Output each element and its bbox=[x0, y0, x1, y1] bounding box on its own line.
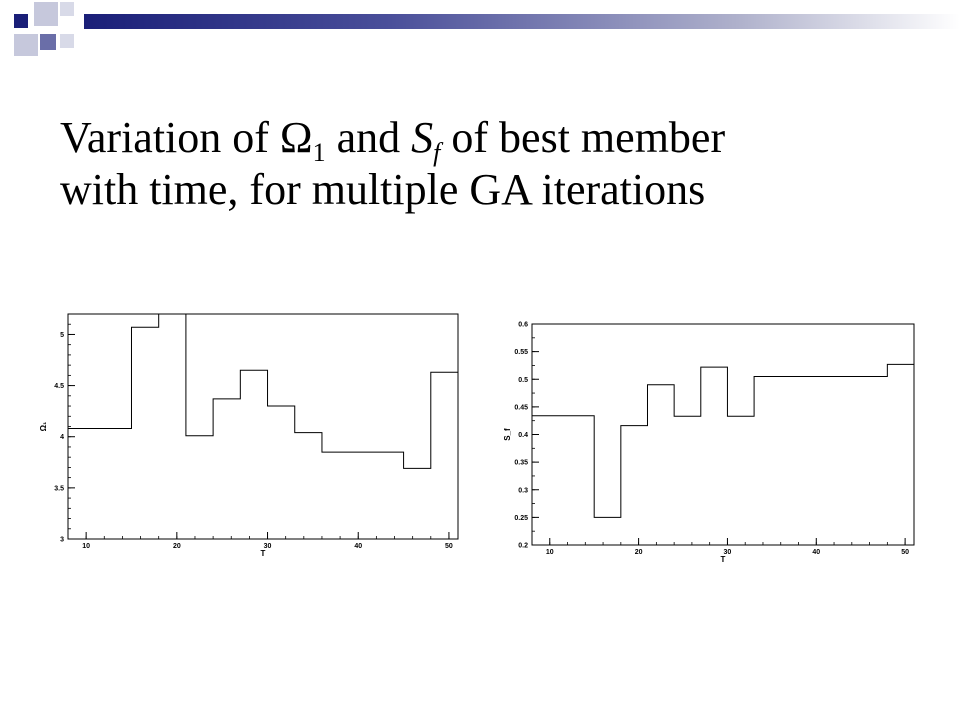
x-tick-label: 30 bbox=[724, 549, 732, 556]
corner-square-light bbox=[34, 2, 58, 26]
step-series-line bbox=[68, 313, 459, 469]
slide-title: Variation of Ω1 and Sf of best member wi… bbox=[60, 112, 940, 216]
x-axis-label: T bbox=[721, 555, 726, 564]
x-tick-label: 50 bbox=[445, 543, 453, 550]
y-tick-label: 4.5 bbox=[54, 383, 64, 390]
x-tick-label: 50 bbox=[901, 549, 909, 556]
plot-frame bbox=[531, 323, 915, 546]
header-gradient-bar bbox=[84, 14, 960, 29]
corner-square-light bbox=[60, 2, 74, 16]
y-axis-label: S_f bbox=[503, 428, 512, 441]
y-tick-label: 3 bbox=[60, 537, 64, 544]
x-tick-label: 20 bbox=[635, 549, 643, 556]
x-tick-label: 40 bbox=[812, 549, 820, 556]
y-tick-label: 0.6 bbox=[518, 322, 528, 329]
y-axis-label: Ω₁ bbox=[39, 421, 48, 431]
x-tick-label: 20 bbox=[173, 543, 181, 550]
y-tick-label: 0.4 bbox=[518, 432, 528, 439]
title-line-2: with time, for multiple GA iterations bbox=[60, 165, 706, 214]
plot-frame bbox=[67, 313, 459, 540]
y-tick-label: 0.3 bbox=[518, 487, 528, 494]
x-axis-label: T bbox=[261, 549, 266, 558]
sf-step-chart: 10 20 30 40 50 0.2 0.25 0.3 0.35 0.4 0.45 0.5 0.55 0.… bbox=[503, 322, 915, 564]
x-tick-label: 40 bbox=[354, 543, 362, 550]
y-tick-label: 0.5 bbox=[518, 377, 528, 384]
x-tick-label: 10 bbox=[546, 549, 554, 556]
x-tick-label: 10 bbox=[82, 543, 90, 550]
corner-square-dark bbox=[14, 14, 28, 28]
y-tick-label: 0.45 bbox=[514, 404, 528, 411]
corner-square-light bbox=[60, 34, 74, 48]
corner-square-light bbox=[14, 34, 38, 56]
title-line-1: Variation of Ω1 and Sf of best member bbox=[60, 113, 726, 167]
y-tick-label: 0.2 bbox=[518, 543, 528, 550]
y-tick-label: 5 bbox=[60, 332, 64, 339]
step-series-line bbox=[532, 363, 914, 518]
y-tick-label: 4 bbox=[60, 434, 64, 441]
omega1-step-chart: 10 20 30 40 50 3 3.5 4 4.5 5 T Ω₁ bbox=[39, 313, 459, 558]
y-tick-label: 0.55 bbox=[514, 349, 528, 356]
y-tick-label: 0.25 bbox=[514, 515, 528, 522]
y-tick-label: 3.5 bbox=[54, 485, 64, 492]
y-tick-label: 0.35 bbox=[514, 460, 528, 467]
x-tick-label: 30 bbox=[264, 543, 272, 550]
corner-square-mid bbox=[40, 34, 56, 50]
